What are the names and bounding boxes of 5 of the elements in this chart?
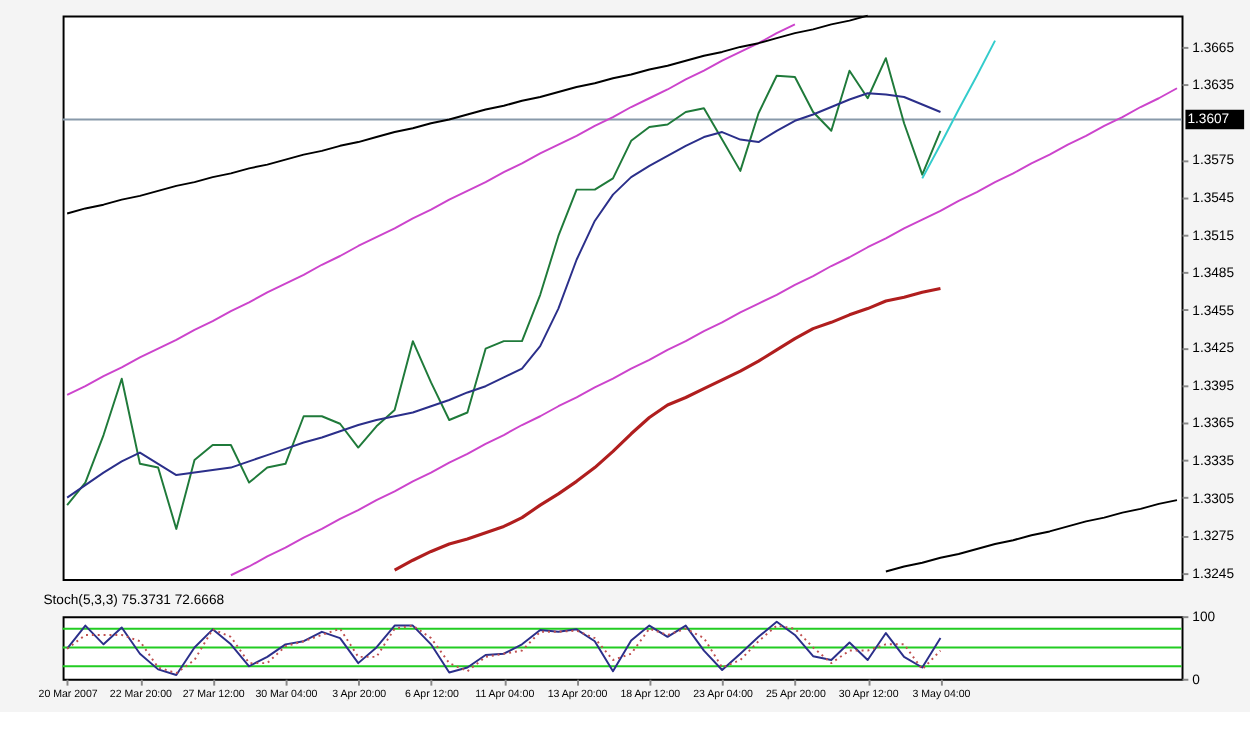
line-series [884, 499, 1178, 573]
line-series [229, 87, 1178, 577]
line-series [393, 286, 943, 572]
line-series [921, 39, 997, 180]
line-series [66, 23, 796, 396]
